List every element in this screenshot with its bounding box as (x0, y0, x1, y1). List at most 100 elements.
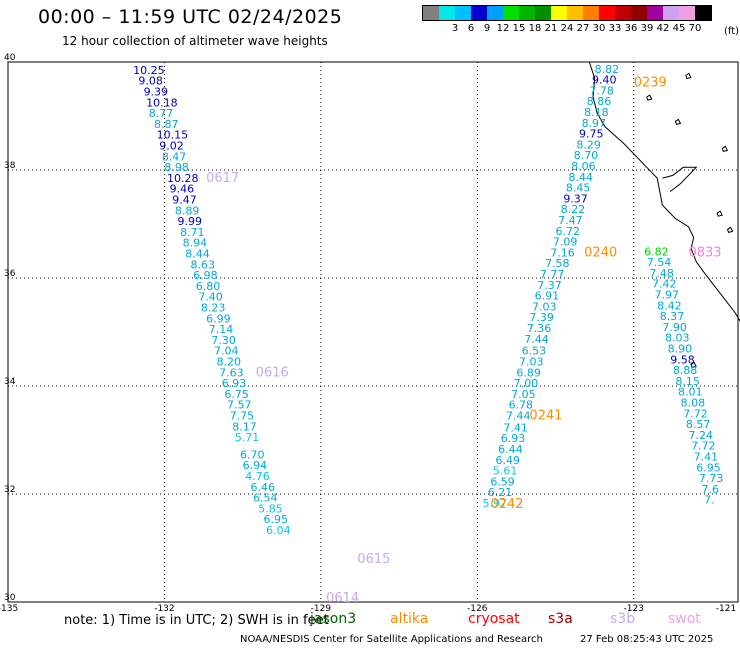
wave-height-label: 8.42 (657, 299, 682, 312)
mission-label-s3b: s3b (610, 611, 636, 627)
wave-height-label: 10.15 (157, 129, 189, 142)
map-axis-labels: 40 38 36 34 32 30-135 -132 -129 -126 -123 -121 (0, 53, 736, 614)
wave-height-label: 10.28 (167, 172, 199, 185)
wave-height-label: 6.93 (222, 377, 247, 390)
wave-height-label: 6.80 (196, 280, 221, 293)
track-0241: 7.416.936.446.495.616.596.215.97 0241 (483, 408, 563, 509)
legend-tick-label: 42 (656, 23, 670, 34)
lat-label: 32 (4, 485, 15, 495)
wave-height-label: 8.98 (164, 161, 189, 174)
legend-swatch (503, 6, 519, 20)
wave-height-label: 6.99 (206, 312, 231, 325)
wave-height-label: 8.63 (191, 258, 216, 271)
wave-height-label: 8.37 (660, 310, 685, 323)
track-0242: 0242 (490, 497, 523, 512)
wave-height-label: 7.37 (537, 279, 562, 292)
legend-tick-label: 36 (624, 23, 638, 34)
wave-height-label: 8.90 (668, 343, 693, 356)
legend-tick-label: 39 (640, 23, 654, 34)
legend-tick-label: 6 (467, 23, 475, 34)
wave-height-label: 8.94 (183, 237, 208, 250)
wave-height-label: 7.36 (527, 322, 552, 335)
wave-height-label: 7.78 (589, 84, 614, 97)
wave-height-label: 8.89 (175, 204, 200, 217)
legend-swatch (663, 6, 679, 20)
wave-height-label: 7.97 (655, 289, 680, 302)
wave-height-label: 8.29 (576, 138, 601, 151)
wave-height-label: 7.40 (198, 291, 223, 304)
wave-height-label: 7.72 (683, 407, 708, 420)
wave-height-label: 9.37 (563, 192, 588, 205)
wave-height-label: 6.91 (535, 290, 560, 303)
legend-swatch (487, 6, 503, 20)
wave-height-label: 8.08 (681, 397, 706, 410)
wave-height-label: 6.59 (490, 475, 514, 488)
wave-height-label: 5.71 (235, 431, 259, 444)
wave-height-label: 7.03 (532, 300, 557, 313)
wave-height-label: 6.98 (193, 269, 218, 282)
wave-height-label: 9.02 (159, 139, 184, 152)
wave-height-label: 7.73 (699, 472, 724, 485)
inland-water (674, 118, 682, 125)
wave-height-label: 8.15 (675, 375, 700, 388)
mission-label-s3a: s3a (548, 611, 573, 627)
lat-label: 36 (4, 269, 16, 279)
lon-label: -126 (467, 604, 488, 614)
legend-swatch (583, 6, 599, 20)
wave-height-label: 6.95 (696, 461, 721, 474)
inland-water (716, 210, 723, 217)
wave-height-label: 8.44 (569, 171, 594, 184)
wave-height-label: 9.47 (172, 193, 197, 206)
pass-label: 0614 (326, 591, 359, 606)
legend-swatch (679, 6, 695, 20)
wave-height-label: 7.39 (529, 311, 554, 324)
wave-height-label: 6.94 (243, 459, 268, 472)
legend-tick-label: 24 (560, 23, 574, 34)
pass-label: 0241 (529, 408, 562, 423)
wave-height-label: 5.61 (493, 465, 518, 478)
pass-label: 0615 (357, 552, 390, 567)
wave-height-label: 7.04 (214, 345, 239, 358)
wave-height-label: 8.18 (584, 106, 609, 119)
legend-swatch (551, 6, 567, 20)
wave-height-label: 9.39 (144, 85, 169, 98)
wave-height-label: 10.18 (146, 96, 178, 109)
mission-label-swot: swot (668, 611, 701, 627)
wave-height-label: 8.97 (582, 117, 607, 130)
legend-swatch (695, 6, 711, 20)
map-grid (7, 61, 739, 603)
page-title: 00:00 – 11:59 UTC 02/24/2025 (38, 6, 343, 28)
legend-tick-label: 33 (608, 23, 622, 34)
wave-height-label: 6.78 (509, 399, 533, 412)
wave-height-label: 6.75 (224, 388, 249, 401)
wave-height-label: 6.89 (516, 366, 541, 379)
legend-swatches (422, 5, 712, 21)
wave-height-label: 6.95 (264, 513, 289, 526)
legend-tick-label: 30 (592, 23, 606, 34)
legend-tick-label: 15 (512, 23, 526, 34)
legend-tick-label: 9 (483, 23, 491, 34)
wave-height-label: 7.41 (694, 451, 719, 464)
wave-height-label: 8.22 (561, 203, 586, 216)
inland-water (646, 94, 653, 101)
legend-swatch (631, 6, 647, 20)
inland-water (690, 361, 697, 368)
wave-height-label: 7.30 (211, 334, 236, 347)
wave-height-label: 8.57 (686, 418, 711, 431)
wave-height-label: 7.90 (662, 321, 687, 334)
map-frame (7, 61, 739, 603)
mission-label-cryosat: cryosat (468, 611, 520, 627)
wave-height-label: 8.47 (162, 150, 187, 163)
pass-label: 0239 (634, 75, 667, 90)
wave-height-label: 8.82 (595, 63, 620, 76)
wave-height-label: 6.46 (250, 481, 275, 494)
legend-swatch (423, 6, 439, 20)
wave-height-label: 8.01 (678, 386, 703, 399)
legend-tick-label: 21 (544, 23, 558, 34)
lat-label: 40 (4, 53, 16, 63)
coastline (588, 61, 740, 368)
wave-height-label: 8.20 (217, 355, 242, 368)
wave-height-label: 6.82 (644, 245, 669, 258)
legend-swatch (615, 6, 631, 20)
legend-tick-label: 18 (528, 23, 542, 34)
